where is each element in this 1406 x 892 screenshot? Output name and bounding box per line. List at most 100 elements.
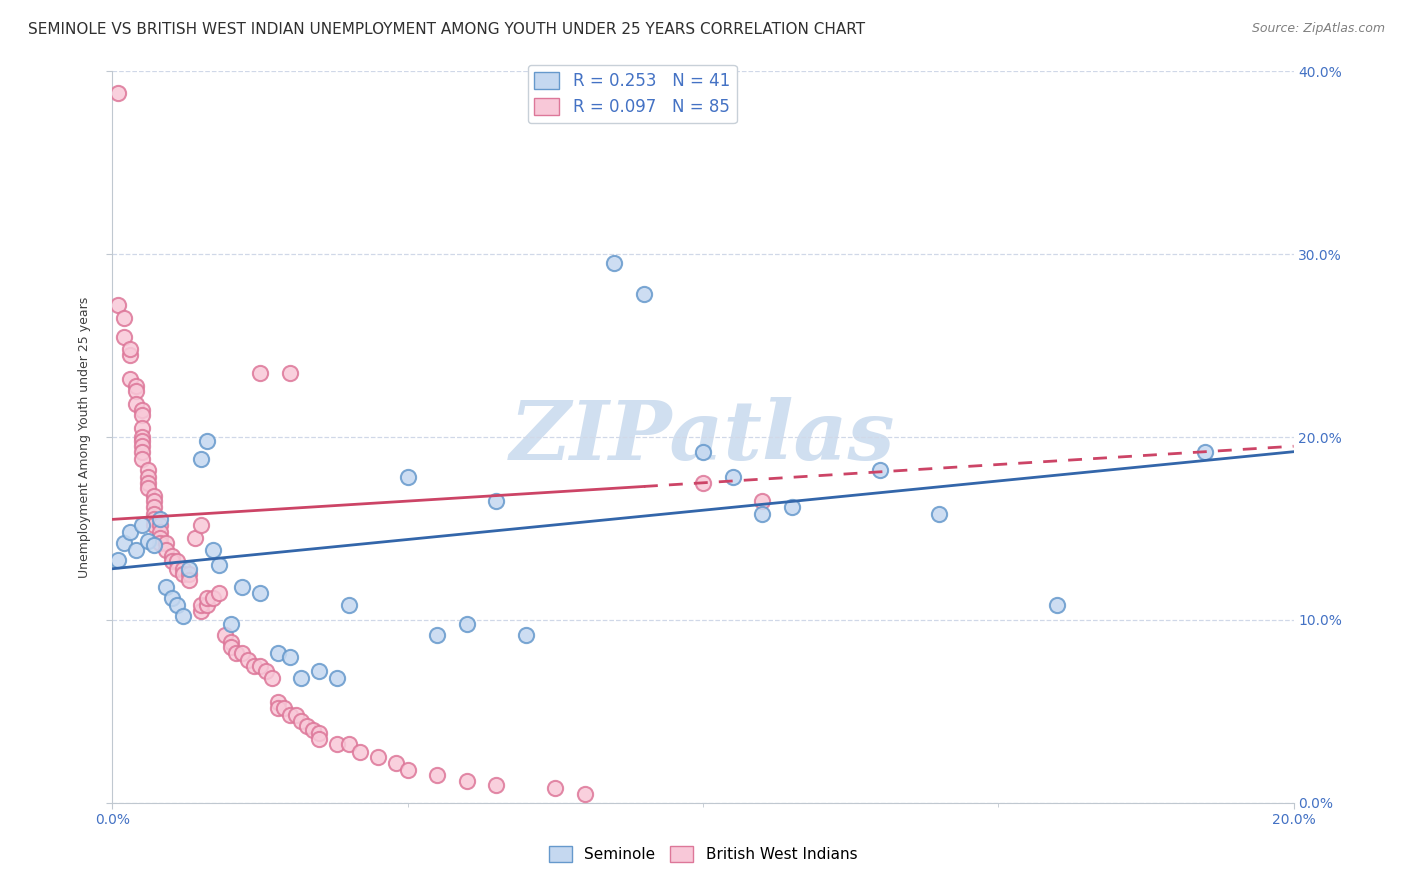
Point <box>149 536 172 550</box>
Point <box>107 298 129 312</box>
Point <box>112 311 135 326</box>
Point <box>208 558 231 573</box>
Point <box>214 627 236 641</box>
Point <box>112 329 135 343</box>
Point <box>172 562 194 576</box>
Point <box>243 658 266 673</box>
Point <box>190 452 212 467</box>
Point <box>201 543 224 558</box>
Point <box>142 538 165 552</box>
Point <box>308 664 330 678</box>
Point <box>131 439 153 453</box>
Point <box>396 763 419 777</box>
Point <box>278 708 301 723</box>
Point <box>155 543 177 558</box>
Point <box>149 512 172 526</box>
Point <box>426 768 449 782</box>
Point <box>131 517 153 532</box>
Point <box>131 430 153 444</box>
Point <box>160 549 183 563</box>
Point <box>692 444 714 458</box>
Point <box>166 599 188 613</box>
Point <box>184 531 207 545</box>
Point <box>751 494 773 508</box>
Point <box>751 507 773 521</box>
Point <box>238 653 260 667</box>
Point <box>190 517 212 532</box>
Legend: Seminole, British West Indians: Seminole, British West Indians <box>543 840 863 868</box>
Point <box>692 475 714 490</box>
Point <box>136 475 159 490</box>
Point <box>125 379 148 393</box>
Point <box>297 719 319 733</box>
Point <box>326 672 349 686</box>
Point <box>120 525 142 540</box>
Point <box>131 444 153 458</box>
Point <box>284 708 307 723</box>
Point <box>166 562 188 576</box>
Point <box>142 494 165 508</box>
Text: ZIPatlas: ZIPatlas <box>510 397 896 477</box>
Text: Source: ZipAtlas.com: Source: ZipAtlas.com <box>1251 22 1385 36</box>
Point <box>149 517 172 532</box>
Point <box>278 366 301 380</box>
Point <box>179 562 201 576</box>
Point <box>219 635 242 649</box>
Point <box>190 604 212 618</box>
Point <box>131 402 153 417</box>
Point <box>219 616 242 631</box>
Point <box>396 470 419 484</box>
Point <box>928 507 950 521</box>
Point <box>136 481 159 495</box>
Point <box>249 585 271 599</box>
Point <box>633 287 655 301</box>
Point <box>544 781 567 796</box>
Point <box>208 585 231 599</box>
Point <box>780 500 803 514</box>
Point <box>155 536 177 550</box>
Point <box>142 512 165 526</box>
Point <box>290 672 312 686</box>
Point <box>267 646 290 660</box>
Y-axis label: Unemployment Among Youth under 25 years: Unemployment Among Youth under 25 years <box>77 296 91 578</box>
Point <box>107 552 129 566</box>
Point <box>172 567 194 582</box>
Point <box>254 664 277 678</box>
Point <box>142 507 165 521</box>
Text: SEMINOLE VS BRITISH WEST INDIAN UNEMPLOYMENT AMONG YOUTH UNDER 25 YEARS CORRELAT: SEMINOLE VS BRITISH WEST INDIAN UNEMPLOY… <box>28 22 865 37</box>
Point <box>131 421 153 435</box>
Point <box>278 649 301 664</box>
Point <box>290 714 312 728</box>
Point <box>337 599 360 613</box>
Point <box>195 434 218 448</box>
Point <box>231 646 253 660</box>
Point <box>603 256 626 270</box>
Point <box>267 695 290 709</box>
Point <box>131 434 153 448</box>
Point <box>125 397 148 411</box>
Point <box>149 525 172 540</box>
Point <box>273 700 295 714</box>
Point <box>385 756 408 770</box>
Point <box>485 778 508 792</box>
Point <box>195 599 218 613</box>
Point <box>136 470 159 484</box>
Point <box>249 658 271 673</box>
Point <box>326 737 349 751</box>
Point <box>125 384 148 399</box>
Point <box>869 463 891 477</box>
Point <box>136 463 159 477</box>
Point <box>515 627 537 641</box>
Point <box>456 616 478 631</box>
Point <box>349 745 371 759</box>
Point <box>302 723 325 737</box>
Point <box>201 591 224 605</box>
Point <box>249 366 271 380</box>
Point <box>160 591 183 605</box>
Point <box>142 500 165 514</box>
Point <box>260 672 283 686</box>
Point <box>155 580 177 594</box>
Point <box>142 517 165 532</box>
Point <box>179 573 201 587</box>
Point <box>131 452 153 467</box>
